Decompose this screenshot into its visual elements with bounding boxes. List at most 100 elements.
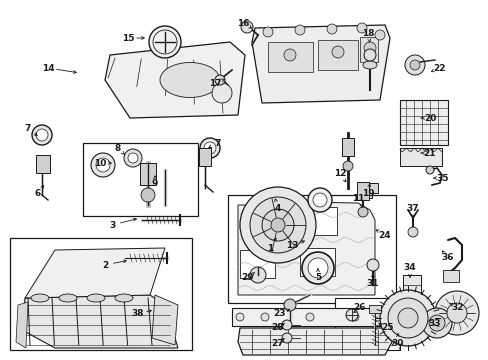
Circle shape (305, 313, 313, 321)
Bar (299, 248, 334, 276)
Polygon shape (25, 248, 164, 298)
Circle shape (262, 209, 293, 241)
Bar (356, 182, 368, 200)
Circle shape (249, 267, 265, 283)
Circle shape (270, 218, 285, 232)
Bar (334, 298, 399, 350)
Circle shape (397, 308, 417, 328)
Circle shape (284, 49, 295, 61)
Circle shape (379, 290, 435, 346)
Circle shape (241, 21, 252, 33)
Circle shape (342, 161, 352, 171)
Text: 7: 7 (214, 139, 221, 148)
Text: 35: 35 (436, 174, 448, 183)
Circle shape (363, 42, 375, 54)
Text: 9: 9 (151, 179, 158, 188)
Text: 30: 30 (391, 338, 404, 347)
Circle shape (294, 25, 305, 35)
Text: 20: 20 (423, 113, 435, 122)
Bar (317, 40, 357, 70)
Text: 5: 5 (314, 274, 321, 283)
Text: 3: 3 (109, 220, 115, 230)
Bar (359, 37, 377, 62)
Text: 24: 24 (378, 230, 390, 239)
Text: 18: 18 (361, 28, 373, 37)
Text: 31: 31 (366, 279, 379, 288)
Text: 23: 23 (273, 309, 285, 318)
Text: 1: 1 (266, 243, 273, 252)
Circle shape (307, 258, 327, 278)
Circle shape (32, 125, 52, 145)
Circle shape (212, 83, 231, 103)
Text: 37: 37 (406, 203, 418, 212)
Bar (227, 195, 395, 303)
Polygon shape (152, 295, 178, 345)
Circle shape (446, 303, 466, 323)
Circle shape (96, 158, 110, 172)
Text: 14: 14 (41, 63, 54, 72)
Text: 27: 27 (271, 338, 284, 347)
Bar (242, 210, 276, 238)
Ellipse shape (160, 63, 220, 98)
Circle shape (249, 197, 305, 253)
Text: 32: 32 (451, 303, 463, 312)
Text: 36: 36 (441, 253, 453, 262)
Polygon shape (105, 42, 244, 118)
Text: 17: 17 (208, 78, 221, 87)
Bar (240, 250, 274, 278)
Bar (442, 270, 458, 282)
Text: 21: 21 (423, 149, 435, 158)
Text: 22: 22 (433, 63, 446, 72)
Ellipse shape (362, 61, 376, 69)
Circle shape (282, 333, 291, 343)
Text: 29: 29 (241, 274, 254, 283)
Circle shape (374, 30, 384, 40)
Circle shape (91, 153, 115, 177)
Circle shape (428, 315, 444, 331)
Circle shape (307, 188, 331, 212)
Circle shape (407, 227, 417, 237)
Text: 8: 8 (115, 144, 121, 153)
Ellipse shape (115, 294, 133, 302)
Circle shape (36, 129, 48, 141)
Ellipse shape (31, 294, 49, 302)
Polygon shape (238, 328, 391, 355)
Bar (399, 148, 441, 166)
Polygon shape (16, 302, 28, 348)
Text: 26: 26 (353, 303, 366, 312)
Text: 25: 25 (381, 324, 393, 333)
Text: 6: 6 (35, 189, 41, 198)
Text: 12: 12 (333, 168, 346, 177)
Ellipse shape (59, 294, 77, 302)
Text: 38: 38 (131, 309, 144, 318)
Ellipse shape (87, 294, 105, 302)
Circle shape (357, 207, 367, 217)
Text: 7: 7 (25, 123, 31, 132)
Circle shape (215, 75, 224, 85)
Circle shape (141, 188, 155, 202)
Text: 4: 4 (274, 203, 281, 212)
Text: 11: 11 (351, 194, 364, 202)
Circle shape (346, 309, 357, 321)
Text: 28: 28 (271, 324, 284, 333)
Text: 33: 33 (428, 319, 440, 328)
Circle shape (128, 153, 138, 163)
Circle shape (200, 138, 220, 158)
Circle shape (387, 298, 427, 338)
Circle shape (331, 46, 343, 58)
Bar (140, 163, 156, 185)
Circle shape (149, 26, 181, 58)
Circle shape (261, 313, 268, 321)
Text: 16: 16 (236, 18, 249, 27)
Circle shape (282, 320, 291, 330)
Bar (402, 275, 420, 295)
Bar (199, 148, 210, 166)
Circle shape (302, 252, 333, 284)
Polygon shape (22, 295, 178, 348)
Text: 19: 19 (361, 189, 373, 198)
Circle shape (425, 166, 433, 174)
Circle shape (366, 259, 378, 271)
Circle shape (240, 187, 315, 263)
Text: 34: 34 (403, 264, 415, 273)
Circle shape (124, 149, 142, 167)
